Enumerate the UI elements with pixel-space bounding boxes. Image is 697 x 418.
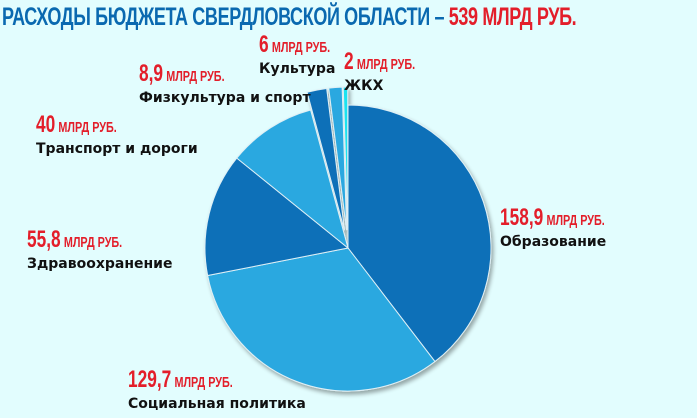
pie-slice-healthcare (204, 157, 350, 277)
pie-slice-transport (236, 109, 349, 250)
pie-slice-housing (342, 86, 349, 231)
value-sport: 8,9 МЛРД РУБ. (139, 60, 225, 87)
label-social-policy: 129,7 МЛРД РУБ. Социальная политика (128, 368, 306, 413)
name-transport: Транспорт и дороги (36, 141, 198, 157)
label-housing: 2 МЛРД РУБ. ЖКХ (344, 50, 443, 95)
name-culture: Культура (259, 61, 336, 77)
label-healthcare: 55,8 МЛРД РУБ. Здравоохранение (27, 228, 172, 273)
value-housing: 2 МЛРД РУБ. (344, 48, 416, 75)
name-sport: Физкультура и спорт (139, 90, 311, 106)
title-main: РАСХОДЫ БЮДЖЕТА СВЕРДЛОВСКОЙ ОБЛАСТИ – (2, 3, 449, 31)
value-education: 158,9 МЛРД РУБ. (500, 204, 605, 231)
name-healthcare: Здравоохранение (27, 256, 173, 272)
label-culture: 6 МЛРД РУБ. Культура (259, 33, 358, 78)
value-healthcare: 55,8 МЛРД РУБ. (27, 226, 123, 253)
name-housing: ЖКХ (344, 78, 384, 94)
value-social-policy: 129,7 МЛРД РУБ. (128, 366, 233, 393)
label-education: 158,9 МЛРД РУБ. Образование (500, 206, 646, 251)
pie-slice-social-policy (207, 247, 436, 392)
value-culture: 6 МЛРД РУБ. (259, 31, 331, 58)
label-sport: 8,9 МЛРД РУБ. Физкультура и спорт (139, 62, 311, 107)
value-transport: 40 МЛРД РУБ. (36, 111, 117, 138)
label-transport: 40 МЛРД РУБ. Транспорт и дороги (36, 113, 198, 158)
name-education: Образование (500, 234, 607, 250)
chart-title: РАСХОДЫ БЮДЖЕТА СВЕРДЛОВСКОЙ ОБЛАСТИ – 5… (2, 2, 577, 32)
pie-slice-sport (306, 87, 346, 231)
name-social-policy: Социальная политика (128, 396, 306, 412)
pie-slice-culture (328, 86, 348, 231)
pie-slice-education (347, 104, 492, 363)
title-total: 539 МЛРД РУБ. (448, 3, 577, 31)
